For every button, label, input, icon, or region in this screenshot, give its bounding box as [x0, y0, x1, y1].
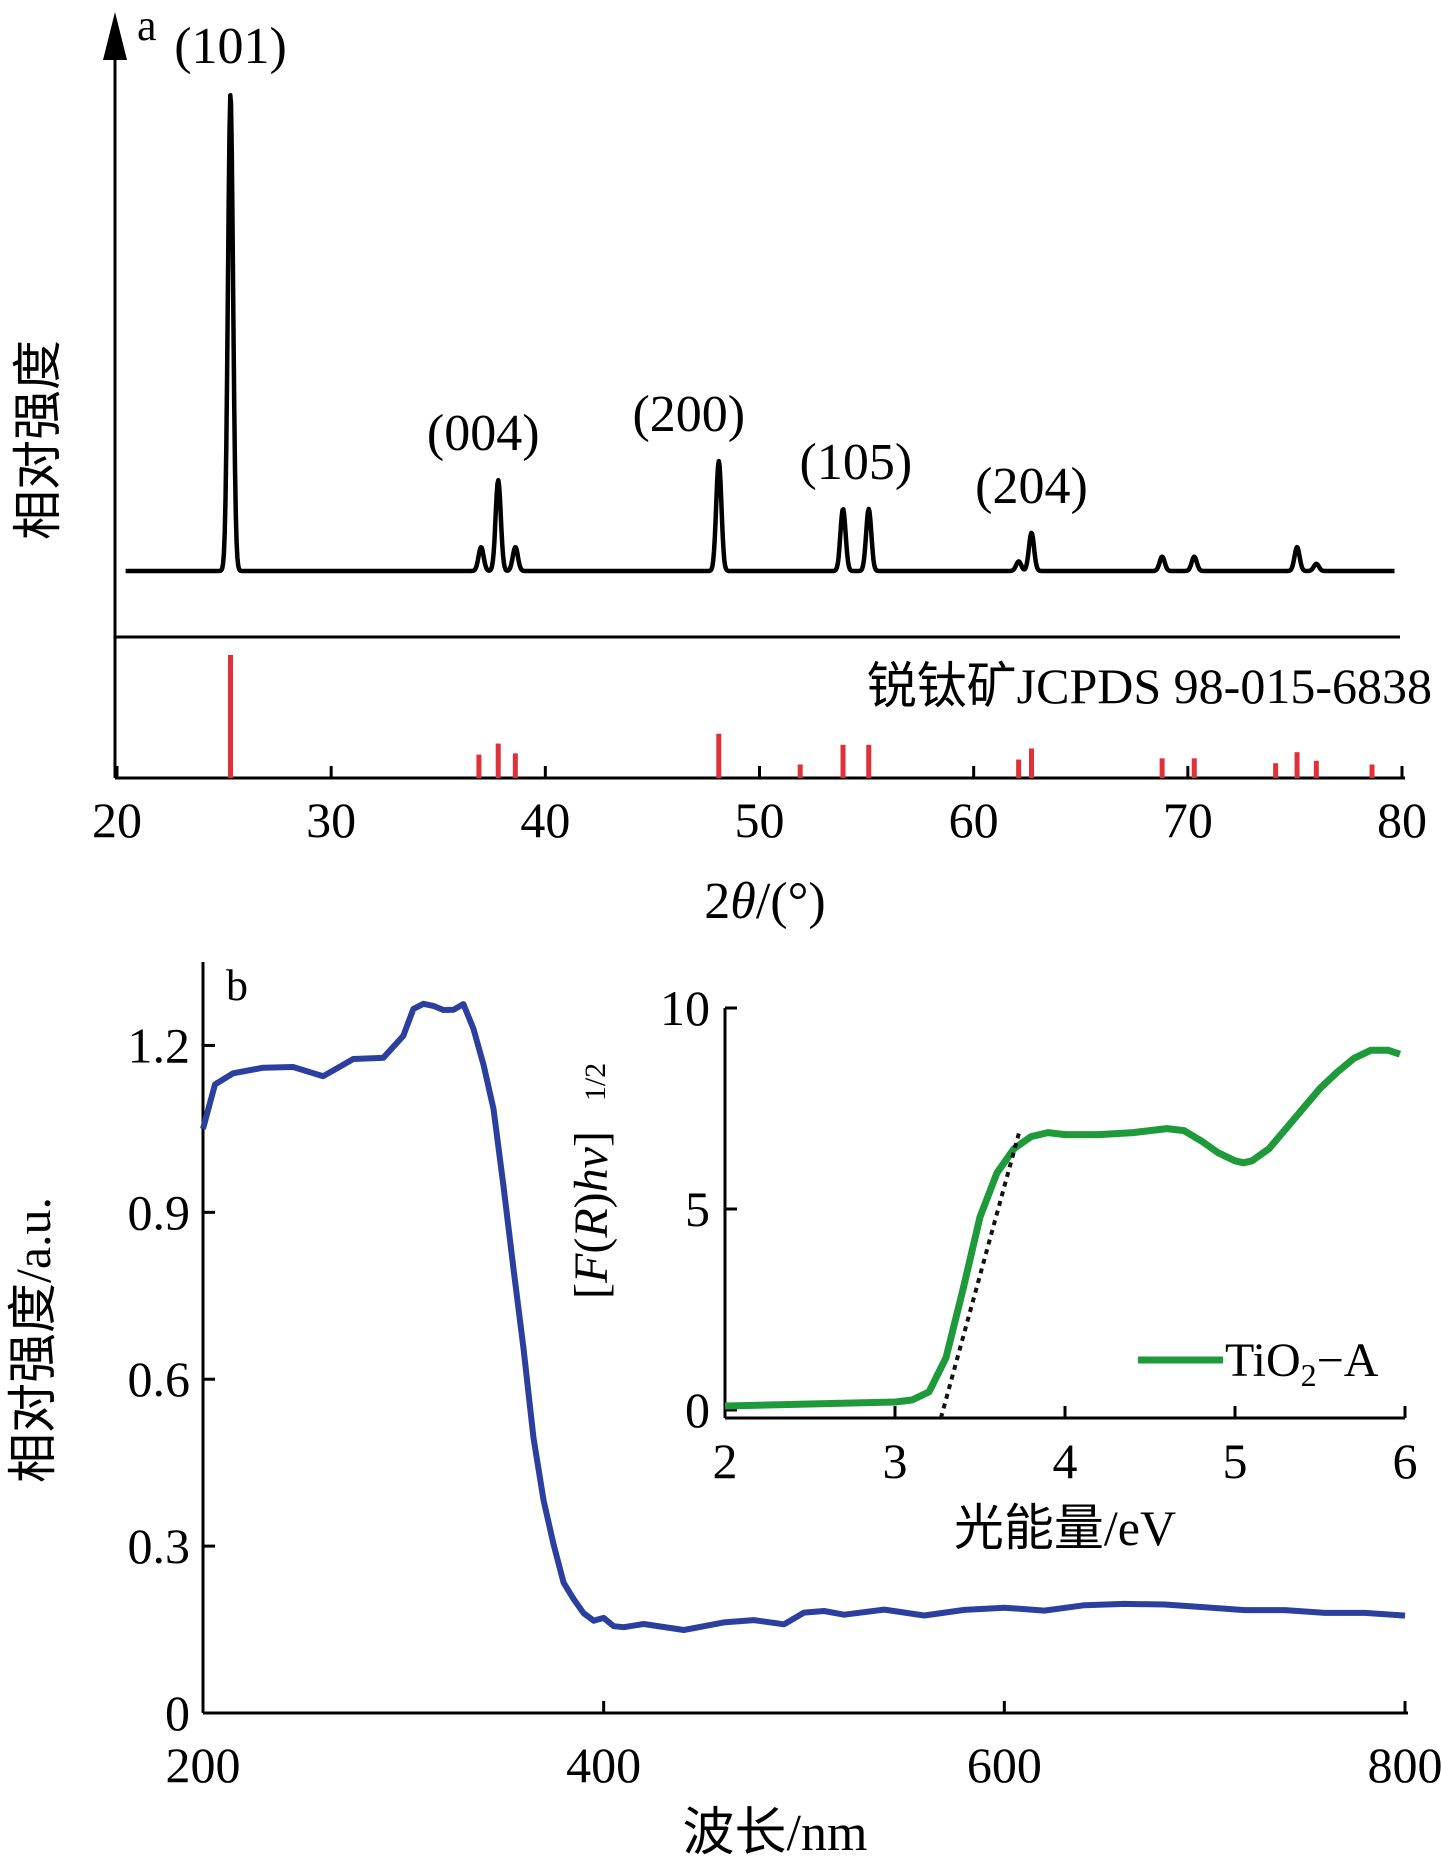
- panel-a-y-label: 相对强度: [10, 340, 66, 540]
- y-tick-label: 0.9: [128, 1184, 191, 1240]
- reference-lines: [228, 655, 1375, 778]
- x-tick-label: 80: [1377, 792, 1427, 848]
- panel-b-label: b: [226, 961, 248, 1010]
- panel-b-x-label: 波长/nm: [683, 1805, 868, 1862]
- x-tick-label: 800: [1368, 1737, 1441, 1793]
- absorbance-curve: [200, 1000, 1406, 1633]
- panel-a-x-label: 2θ/(°): [704, 873, 825, 930]
- y-tick-label: 0.3: [128, 1518, 191, 1574]
- peak-label: (101): [174, 18, 287, 75]
- x-tick-label: 50: [735, 792, 785, 848]
- tio2-a-curve: [724, 1046, 1402, 1410]
- xrd-pattern-line: [124, 93, 1396, 574]
- x-tick-label: 40: [520, 792, 570, 848]
- peak-labels: (101) (004) (200) (105) (204): [174, 18, 1088, 515]
- x-tick-label: 6: [1393, 1433, 1418, 1489]
- y-tick-label: 0: [165, 1685, 190, 1741]
- x-tick-label: 20: [92, 792, 142, 848]
- panel-b-y-label: 相对强度/a.u.: [5, 1197, 61, 1483]
- x-tick-label: 70: [1163, 792, 1213, 848]
- inset-ticks: 2 3 4 5 6 0 5 10: [660, 980, 1418, 1489]
- peak-label: (105): [800, 434, 913, 491]
- y-tick-label: 0.6: [128, 1351, 191, 1407]
- x-tick-label: 5: [1223, 1433, 1248, 1489]
- panel-a-y-axis-arrow: [103, 12, 127, 60]
- x-tick-label: 30: [306, 792, 356, 848]
- inset-plot: 2 3 4 5 6 0 5 10 [F(R)hv] 1/2 光能量/eV TiO2−A: [565, 980, 1418, 1556]
- x-tick-label: 200: [166, 1737, 241, 1793]
- y-tick-label: 1.2: [128, 1017, 191, 1073]
- legend-label: TiO2−A: [1225, 1334, 1379, 1393]
- y-tick-label: 10: [660, 980, 710, 1036]
- x-tick-label: 600: [967, 1737, 1042, 1793]
- peak-label: (204): [975, 458, 1088, 515]
- y-tick-label: 0: [685, 1382, 710, 1438]
- panel-a-label: a: [137, 1, 157, 50]
- x-tick-label: 2: [713, 1433, 738, 1489]
- panel-a-x-ticks: 20 30 40 50 60 70 80: [92, 766, 1427, 848]
- x-tick-label: 3: [883, 1433, 908, 1489]
- panel-b-ticks: 200 400 600 800 0 0.3 0.6 0.9 1.2: [128, 1017, 1441, 1793]
- inset-legend: TiO2−A: [1138, 1334, 1379, 1393]
- x-tick-label: 60: [949, 792, 999, 848]
- peak-label: (200): [632, 386, 745, 443]
- reference-label: 锐钛矿JCPDS 98-015-6838: [867, 658, 1432, 714]
- tangent-line: [938, 1132, 1022, 1419]
- inset-y-label-exponent: 1/2: [579, 1063, 612, 1101]
- x-tick-label: 4: [1053, 1433, 1078, 1489]
- inset-y-label: [F(R)hv]: [565, 1131, 618, 1299]
- panel-a: a 20 30 40 50 60 70 80 (101) (004) (200) (105) (20…: [10, 1, 1432, 930]
- panel-b: b 200 400 600 800 0 0.3 0.6 0.9 1.2 相对强度/a.u. 波长…: [5, 961, 1441, 1862]
- inset-x-label: 光能量/eV: [954, 1500, 1176, 1556]
- peak-label: (004): [427, 405, 540, 462]
- x-tick-label: 400: [566, 1737, 641, 1793]
- y-tick-label: 5: [685, 1181, 710, 1237]
